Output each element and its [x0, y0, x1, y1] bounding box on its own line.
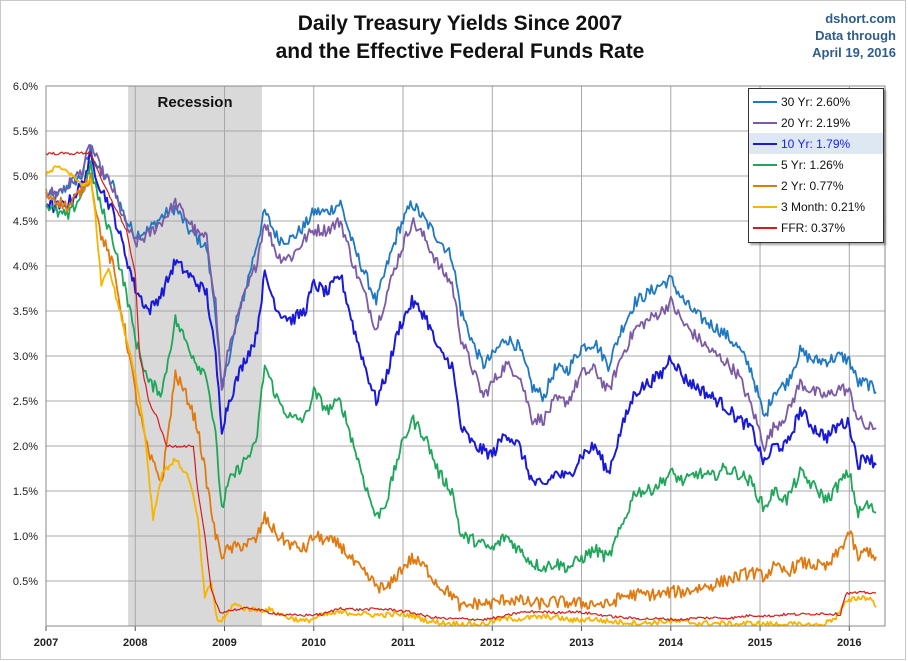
series-line-ffr [45, 151, 877, 622]
y-tick-label: 4.5% [13, 216, 38, 228]
legend-label: 30 Yr: 2.60% [781, 94, 851, 109]
chart-title: Daily Treasury Yields Since 2007 and the… [180, 10, 740, 66]
legend-entry: FFR: 0.37% [749, 217, 883, 238]
legend-label: 5 Yr: 1.26% [781, 157, 844, 172]
legend-entry: 5 Yr: 1.26% [749, 154, 883, 175]
legend-swatch [753, 226, 777, 229]
source-site: dshort.com [825, 11, 896, 26]
y-tick-label: 0.5% [13, 576, 38, 588]
legend-entry: 30 Yr: 2.60% [749, 91, 883, 112]
series-line-20-yr [45, 144, 877, 452]
chart-legend: 30 Yr: 2.60% 20 Yr: 2.19% 10 Yr: 1.79% 5 Yr… [748, 88, 884, 243]
series-line-2-yr [45, 172, 877, 612]
plot-border [45, 85, 886, 627]
title-line-1: Daily Treasury Yields Since 2007 [297, 12, 623, 35]
legend-label: 20 Yr: 2.19% [781, 115, 851, 130]
x-tick-label: 2016 [837, 637, 861, 649]
legend-label: 3 Month: 0.21% [781, 199, 866, 214]
legend-entry: 20 Yr: 2.19% [749, 112, 883, 133]
y-tick-label: 1.5% [13, 486, 38, 498]
y-tick-label: 2.5% [13, 396, 38, 408]
y-tick-label: 5.5% [13, 126, 38, 138]
y-tick-label: 3.0% [13, 351, 38, 363]
x-tick-label: 2015 [748, 637, 772, 649]
series-line-5-yr [45, 160, 877, 574]
y-tick-label: 3.5% [13, 306, 38, 318]
series-line-30-yr [45, 144, 877, 417]
x-tick-label: 2014 [659, 637, 684, 649]
legend-swatch [753, 142, 777, 145]
title-line-2: and the Effective Federal Funds Rate [275, 40, 645, 63]
x-tick-label: 2013 [569, 637, 593, 649]
x-tick-label: 2009 [212, 637, 236, 649]
legend-swatch [753, 121, 777, 124]
legend-swatch [753, 205, 777, 208]
y-tick-label: 5.0% [13, 171, 38, 183]
legend-swatch [753, 184, 777, 187]
x-tick-label: 2010 [302, 637, 326, 649]
legend-entry: 2 Yr: 0.77% [749, 175, 883, 196]
legend-label: FFR: 0.37% [781, 220, 846, 235]
legend-entry: 3 Month: 0.21% [749, 196, 883, 217]
series-line-10-yr [45, 151, 877, 486]
source-date: April 19, 2016 [812, 45, 896, 60]
y-tick-label: 1.0% [13, 531, 38, 543]
legend-swatch [753, 100, 777, 103]
x-tick-label: 2012 [480, 637, 504, 649]
y-tick-label: 4.0% [13, 261, 38, 273]
y-tick-label: 2.0% [13, 441, 38, 453]
x-tick-label: 2007 [34, 637, 58, 649]
x-tick-label: 2011 [391, 637, 415, 649]
legend-label: 10 Yr: 1.79% [781, 136, 851, 151]
recession-label: Recession [158, 94, 233, 111]
legend-entry: 10 Yr: 1.79% [749, 133, 883, 154]
source-label: Data through [815, 28, 896, 43]
y-tick-label: 6.0% [13, 81, 38, 93]
source-note: dshort.com Data through April 19, 2016 [812, 10, 896, 61]
legend-swatch [753, 163, 777, 166]
x-tick-label: 2008 [123, 637, 147, 649]
legend-label: 2 Yr: 0.77% [781, 178, 844, 193]
